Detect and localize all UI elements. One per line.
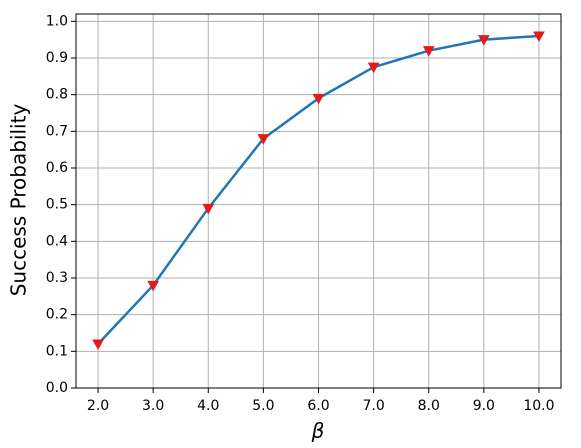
x-tick-label: 10.0 [523, 398, 554, 414]
y-tick-label: 1.0 [46, 13, 68, 29]
y-tick-label: 0.1 [46, 343, 68, 359]
y-tick-label: 0.2 [46, 307, 68, 323]
x-tick-label: 9.0 [473, 398, 495, 414]
y-tick-label: 0.8 [46, 87, 68, 103]
marker [367, 62, 380, 74]
y-tick-label: 0.3 [46, 270, 68, 286]
marker [257, 134, 270, 145]
y-tick-label: 0.0 [46, 380, 68, 396]
marker [147, 280, 160, 292]
marker [422, 46, 435, 57]
marker [477, 35, 490, 46]
x-axis-label: β [311, 419, 325, 443]
plot-frame [75, 13, 562, 389]
y-tick-label: 0.5 [46, 197, 68, 213]
y-tick-label: 0.9 [46, 50, 68, 66]
x-tick-label: 3.0 [142, 398, 164, 414]
marker [312, 93, 325, 105]
x-tick-label: 2.0 [87, 398, 109, 414]
marker [202, 203, 215, 215]
marker [533, 31, 545, 43]
y-tick-label: 0.7 [46, 123, 68, 139]
x-tick-label: 7.0 [362, 398, 384, 414]
y-axis-label: Success Probability [7, 104, 31, 297]
x-tick-label: 5.0 [252, 398, 274, 414]
x-tick-label: 6.0 [307, 398, 329, 414]
y-tick-label: 0.6 [46, 160, 68, 176]
x-tick-label: 8.0 [418, 398, 440, 414]
x-tick-label: 4.0 [197, 398, 219, 414]
y-tick-label: 0.4 [46, 233, 68, 249]
marker [92, 339, 104, 351]
